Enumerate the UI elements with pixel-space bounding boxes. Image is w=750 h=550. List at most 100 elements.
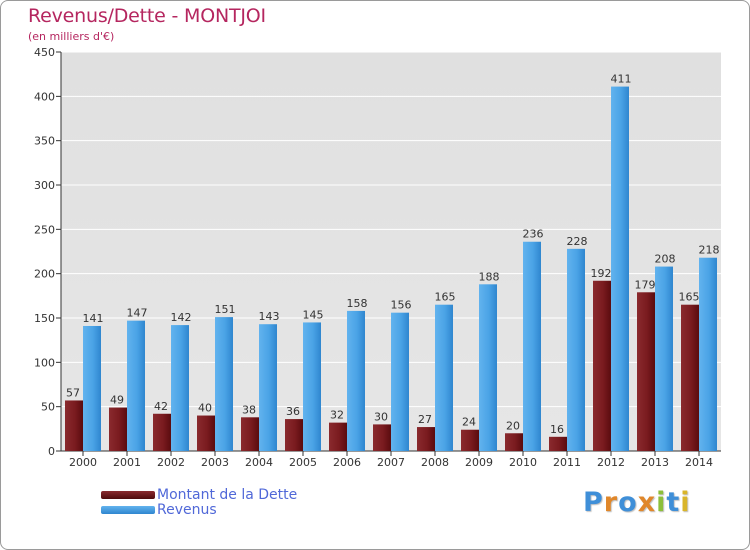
data-label-revenus: 158 bbox=[347, 297, 368, 310]
bar-dette bbox=[505, 433, 523, 451]
x-tick-label: 2006 bbox=[333, 456, 361, 469]
bar-dette bbox=[329, 422, 347, 451]
bar-revenus bbox=[435, 304, 453, 451]
bar-dette bbox=[197, 415, 215, 451]
y-tick-label: 0 bbox=[48, 445, 55, 458]
bar-dette bbox=[153, 413, 171, 451]
x-tick-label: 2014 bbox=[685, 456, 713, 469]
data-label-revenus: 151 bbox=[215, 303, 236, 316]
data-label-revenus: 208 bbox=[655, 253, 676, 266]
data-label-dette: 20 bbox=[506, 419, 520, 432]
legend-swatch-revenus bbox=[101, 506, 155, 514]
x-tick-label: 2000 bbox=[69, 456, 97, 469]
bar-revenus bbox=[567, 248, 585, 451]
bar-revenus bbox=[171, 325, 189, 451]
legend-label-revenus: Revenus bbox=[157, 502, 217, 518]
proxiti-logo: Proxiti bbox=[583, 487, 691, 518]
bar-revenus bbox=[347, 310, 365, 451]
data-label-dette: 16 bbox=[550, 423, 564, 436]
bar-revenus bbox=[83, 325, 101, 451]
data-label-dette: 24 bbox=[462, 416, 476, 429]
y-tick-label: 250 bbox=[34, 223, 55, 236]
y-tick-label: 300 bbox=[34, 179, 55, 192]
x-tick-label: 2009 bbox=[465, 456, 493, 469]
bar-dette bbox=[461, 429, 479, 451]
data-label-dette: 38 bbox=[242, 403, 256, 416]
bar-dette bbox=[681, 304, 699, 451]
y-tick-label: 100 bbox=[34, 356, 55, 369]
data-label-revenus: 143 bbox=[259, 310, 280, 323]
bar-dette bbox=[65, 400, 83, 451]
y-tick-label: 50 bbox=[41, 401, 55, 414]
data-label-dette: 40 bbox=[198, 402, 212, 415]
logo-letter: i bbox=[680, 487, 691, 518]
data-label-revenus: 156 bbox=[391, 299, 412, 312]
logo-letter: x bbox=[637, 487, 657, 518]
y-tick-label: 200 bbox=[34, 268, 55, 281]
bar-dette bbox=[549, 436, 567, 451]
data-label-revenus: 147 bbox=[127, 307, 148, 320]
bar-revenus bbox=[699, 257, 717, 451]
bar-revenus bbox=[611, 86, 629, 451]
y-tick-label: 350 bbox=[34, 135, 55, 148]
y-tick-label: 450 bbox=[34, 46, 55, 59]
data-label-dette: 36 bbox=[286, 405, 300, 418]
x-tick-label: 2003 bbox=[201, 456, 229, 469]
bar-revenus bbox=[259, 324, 277, 451]
bar-dette bbox=[593, 280, 611, 451]
logo-letter: i bbox=[656, 487, 667, 518]
logo-letter: P bbox=[583, 487, 604, 518]
x-tick-label: 2007 bbox=[377, 456, 405, 469]
data-label-dette: 57 bbox=[66, 386, 80, 399]
bar-dette bbox=[241, 417, 259, 451]
data-label-revenus: 145 bbox=[303, 308, 324, 321]
data-label-dette: 165 bbox=[679, 291, 700, 304]
bar-dette bbox=[285, 419, 303, 451]
y-tick-label: 400 bbox=[34, 90, 55, 103]
logo-letter: t bbox=[666, 487, 681, 518]
data-label-revenus: 411 bbox=[611, 73, 632, 86]
data-label-dette: 42 bbox=[154, 400, 168, 413]
bar-revenus bbox=[655, 266, 673, 451]
x-tick-label: 2012 bbox=[597, 456, 625, 469]
bar-revenus bbox=[523, 241, 541, 451]
data-label-revenus: 236 bbox=[523, 228, 544, 241]
data-label-revenus: 228 bbox=[567, 235, 588, 248]
bar-dette bbox=[417, 427, 435, 451]
data-label-dette: 30 bbox=[374, 410, 388, 423]
bar-revenus bbox=[215, 317, 233, 451]
bar-revenus bbox=[479, 284, 497, 451]
x-tick-label: 2002 bbox=[157, 456, 185, 469]
data-label-dette: 27 bbox=[418, 413, 432, 426]
bar-dette bbox=[373, 424, 391, 451]
bar-revenus bbox=[391, 312, 409, 451]
bar-revenus bbox=[127, 320, 145, 451]
data-label-revenus: 165 bbox=[435, 291, 456, 304]
legend-swatch-dette bbox=[101, 491, 155, 499]
data-label-revenus: 188 bbox=[479, 270, 500, 283]
data-label-dette: 32 bbox=[330, 409, 344, 422]
data-label-dette: 49 bbox=[110, 394, 124, 407]
bar-dette bbox=[109, 407, 127, 451]
x-tick-label: 2005 bbox=[289, 456, 317, 469]
x-tick-label: 2004 bbox=[245, 456, 273, 469]
x-tick-label: 2008 bbox=[421, 456, 449, 469]
logo-letter: r bbox=[603, 487, 619, 518]
bar-revenus bbox=[303, 322, 321, 451]
data-label-revenus: 142 bbox=[171, 311, 192, 324]
y-tick-label: 150 bbox=[34, 312, 55, 325]
legend-label-dette: Montant de la Dette bbox=[157, 487, 298, 503]
logo-letter: o bbox=[618, 487, 638, 518]
data-label-revenus: 218 bbox=[699, 244, 720, 257]
x-tick-label: 2013 bbox=[641, 456, 669, 469]
bar-dette bbox=[637, 292, 655, 451]
chart-title: Revenus/Dette - MONTJOI bbox=[28, 5, 266, 27]
x-tick-label: 2010 bbox=[509, 456, 537, 469]
chart-subtitle: (en milliers d'€) bbox=[28, 30, 115, 43]
x-tick-label: 2011 bbox=[553, 456, 581, 469]
data-label-dette: 192 bbox=[591, 267, 612, 280]
data-label-revenus: 141 bbox=[83, 312, 104, 325]
data-label-dette: 179 bbox=[635, 278, 656, 291]
